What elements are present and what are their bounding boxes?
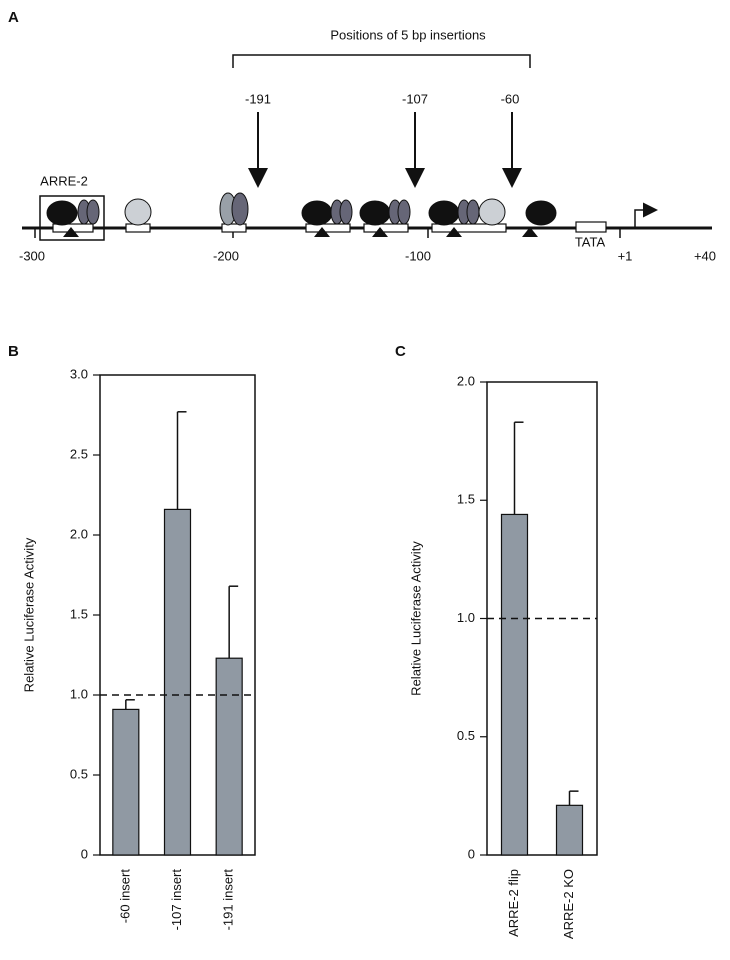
y-tick-label: 1.0: [70, 686, 88, 701]
insertion-label: -107: [402, 91, 428, 106]
tata-label: TATA: [575, 234, 606, 249]
y-tick-label: 1.5: [457, 492, 475, 507]
bar: [112, 708, 140, 856]
scale-label: +40: [694, 248, 716, 263]
panel-title: Positions of 5 bp insertions: [330, 27, 486, 42]
element-label: ARRE-2: [40, 173, 88, 188]
scale-label: -200: [213, 248, 239, 263]
insertion-label: -191: [245, 91, 271, 106]
scale-label: +1: [618, 248, 633, 263]
bracket: [232, 54, 531, 68]
y-axis-label: Relative Luciferase Activity: [21, 537, 36, 692]
x-tick-label: -107 insert: [169, 869, 184, 931]
y-tick-label: 2.5: [70, 446, 88, 461]
panel-a: A Positions of 5 bp insertions -191 -107…: [8, 9, 716, 263]
x-tick-label: -60 insert: [117, 869, 132, 924]
panel-label: B: [8, 343, 19, 360]
triangles: [63, 227, 538, 237]
x-tick-label: -191 insert: [221, 869, 236, 931]
scale-label: -100: [405, 248, 431, 263]
panel-label: A: [8, 9, 19, 26]
y-tick-label: 0.5: [457, 728, 475, 743]
x-tick-label: ARRE-2 flip: [506, 869, 521, 937]
insertion-label: -60: [501, 91, 520, 106]
binding-sites: [52, 221, 607, 233]
bar: [555, 804, 584, 856]
y-tick-label: 0: [81, 846, 88, 861]
y-tick-label: 1.0: [457, 610, 475, 625]
y-tick-label: 2.0: [70, 526, 88, 541]
y-tick-label: 0.5: [70, 766, 88, 781]
proteins: [46, 192, 557, 226]
element-box: [39, 195, 105, 241]
y-tick-label: 1.5: [70, 606, 88, 621]
y-tick-label: 2.0: [457, 373, 475, 388]
panel-label: C: [395, 343, 406, 360]
y-tick-label: 3.0: [70, 366, 88, 381]
bar: [163, 508, 192, 856]
x-tick-label: ARRE-2 KO: [561, 869, 576, 939]
y-tick-label: 0: [468, 846, 475, 861]
bar: [500, 513, 529, 856]
scale-label: -300: [19, 248, 45, 263]
tss-arrow: [634, 202, 658, 228]
bar: [215, 657, 243, 856]
y-axis-label: Relative Luciferase Activity: [408, 541, 423, 696]
